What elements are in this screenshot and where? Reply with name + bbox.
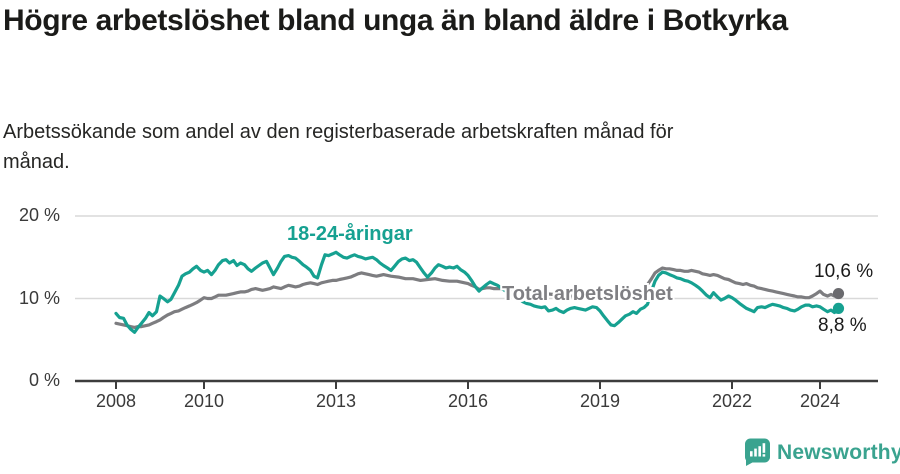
series-end-dot	[832, 302, 845, 314]
x-tick-label: 2010	[183, 391, 225, 411]
y-tick-label: 0 %	[28, 370, 60, 390]
y-tick-label: 20 %	[18, 205, 60, 225]
series-line	[114, 266, 841, 329]
chart-subtitle: Arbetssökande som andel av den registerb…	[3, 121, 674, 173]
y-tick-label: 10 %	[18, 287, 60, 308]
x-tick-label: 2016	[447, 391, 489, 411]
series-end-dot	[832, 287, 845, 300]
series-label-total: Total arbetslöshet	[502, 283, 673, 305]
x-tick-label: 2024	[799, 391, 841, 411]
x-tick-label: 2022	[711, 391, 753, 411]
end-value-label-young: 8,8 %	[818, 315, 867, 336]
x-tick-label: 2008	[95, 391, 137, 411]
x-tick-label: 2013	[315, 391, 357, 411]
series-line	[114, 250, 841, 334]
series-label-young: 18-24-åringar	[287, 223, 413, 245]
end-value-label-total: 10,6 %	[814, 261, 874, 282]
newsworthy-logo-icon	[745, 438, 770, 466]
x-tick-label: 2019	[579, 391, 621, 411]
page-title: Högre arbetslöshet bland unga än bland ä…	[3, 4, 788, 37]
newsworthy-brand-name: Newsworthy	[777, 441, 900, 464]
